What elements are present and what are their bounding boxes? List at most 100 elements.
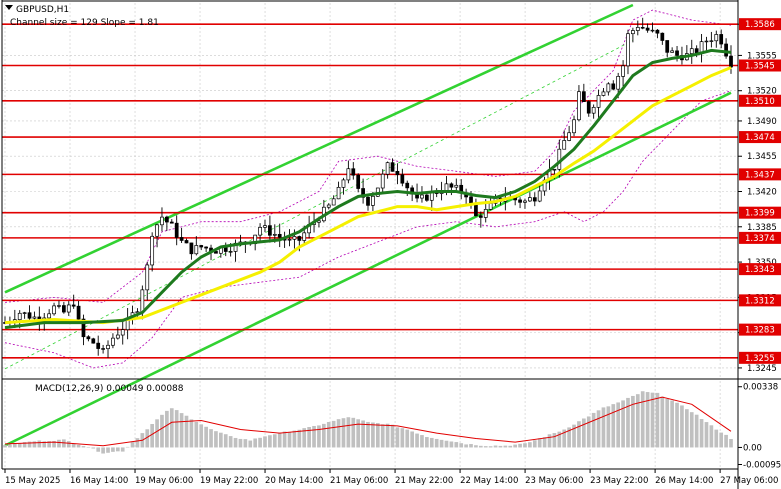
macd-histogram-bar (385, 423, 390, 448)
macd-histogram-bar (591, 412, 596, 448)
macd-histogram-bar (650, 392, 655, 448)
macd-histogram-bar (380, 424, 385, 448)
macd-histogram-bar (204, 426, 208, 448)
macd-histogram-bar (655, 392, 660, 448)
candle-body (96, 342, 101, 349)
macd-histogram-bar (120, 447, 125, 452)
macd-histogram-bar (130, 442, 135, 448)
macd-histogram-bar (356, 419, 361, 448)
level-price-tag (739, 168, 781, 181)
macd-histogram-bar (169, 408, 174, 448)
candle-body (57, 305, 61, 307)
macd-histogram-bar (209, 429, 213, 448)
time-tick-label: 23 May 22:00 (590, 476, 648, 486)
macd-histogram-bar (125, 446, 130, 448)
candle-body (356, 174, 361, 189)
candle-body (346, 168, 351, 181)
candle-body (635, 27, 640, 31)
candle-body (351, 168, 356, 176)
macd-histogram-bar (375, 423, 380, 448)
candle-body (140, 289, 145, 313)
candle-body (449, 183, 454, 188)
candle-body (61, 305, 66, 313)
macd-histogram-bar (635, 394, 640, 448)
macd-histogram-bar (478, 445, 483, 448)
macd-histogram-bar (528, 442, 532, 448)
horizontal-levels (2, 23, 738, 359)
candle-body (81, 318, 86, 338)
macd-histogram-bar (326, 422, 331, 448)
level-price-tag-label: 1.3255 (745, 354, 775, 364)
level-price-tag-label: 1.3545 (745, 62, 775, 72)
candle-body (111, 337, 115, 346)
candle-body (268, 225, 272, 236)
price-tick-label: 1.3555 (747, 51, 777, 61)
candle-body (71, 304, 76, 307)
macd-histogram-bar (91, 447, 96, 449)
macd-histogram-bar (434, 438, 439, 448)
macd-histogram-bar (37, 440, 42, 448)
channel-mid-line (4, 39, 634, 370)
time-tick-label: 20 May 14:00 (265, 476, 323, 486)
macd-histogram-bar (3, 445, 7, 448)
candle-body (631, 30, 635, 35)
candle-body (179, 237, 184, 241)
macd-histogram-bar (155, 419, 159, 448)
time-tick-label: 22 May 14:00 (460, 476, 518, 486)
macd-histogram-bar (709, 425, 714, 448)
level-price-tag-label: 1.3586 (745, 20, 775, 30)
candle-body (361, 188, 365, 198)
macd-histogram-bar (601, 407, 606, 448)
chart-header: GBPUSD,H1 Channel size = 129 Slope = 1.8… (5, 5, 159, 28)
macd-histogram-bar (606, 406, 611, 448)
candle-body (567, 132, 571, 141)
macd-histogram-bar (532, 440, 537, 448)
level-price-tag (739, 94, 781, 107)
candle-body (689, 48, 694, 54)
macd-histogram-bar (184, 415, 189, 448)
candle-body (66, 304, 71, 313)
channel-upper-line (4, 3, 634, 294)
macd-histogram-bar (194, 421, 199, 448)
price-tick-label: 1.3245 (747, 364, 777, 374)
candle-body (528, 197, 532, 202)
macd-histogram-bar (346, 417, 351, 448)
candle-body (258, 226, 262, 236)
macd-histogram-bar (567, 427, 571, 448)
candle-body (86, 336, 91, 340)
macd-histogram-bar (243, 439, 248, 448)
macd-histogram-bar (699, 419, 704, 448)
macd-histogram-bar (611, 404, 616, 448)
macd-histogram-bar (390, 424, 395, 448)
candle-body (670, 50, 675, 53)
macd-histogram-bar (577, 421, 581, 448)
level-price-tag (739, 351, 781, 364)
macd-histogram-bar (596, 410, 601, 448)
level-price-tag-label: 1.3474 (745, 133, 775, 143)
dropdown-triangle-icon[interactable] (5, 5, 13, 10)
macd-tick-label: 0.00338 (743, 383, 778, 393)
macd-histogram-bar (675, 402, 679, 448)
macd-histogram-bar (106, 447, 110, 453)
macd-histogram-bar (12, 442, 17, 448)
candle-body (160, 216, 164, 226)
candle-body (420, 194, 424, 199)
macd-histogram-bar (17, 443, 22, 448)
macd-histogram-bar (729, 438, 733, 448)
time-tick-label: 27 May 06:00 (720, 476, 778, 486)
macd-histogram-bar (689, 412, 694, 448)
level-price-tag (739, 231, 781, 244)
macd-histogram-bar (724, 434, 728, 448)
macd-histogram-bar (233, 437, 238, 448)
macd-histogram-bar (361, 420, 365, 448)
candle-body (106, 344, 110, 350)
level-price-tag-label: 1.3374 (745, 234, 775, 244)
level-price-tag-label: 1.3312 (745, 296, 775, 306)
macd-histogram-bar (464, 444, 468, 448)
macd-histogram-bar (719, 432, 724, 448)
candle-body (483, 209, 488, 218)
macd-histogram-bar (665, 398, 670, 448)
macd-histogram-bar (297, 429, 302, 448)
candle-body (621, 65, 625, 77)
